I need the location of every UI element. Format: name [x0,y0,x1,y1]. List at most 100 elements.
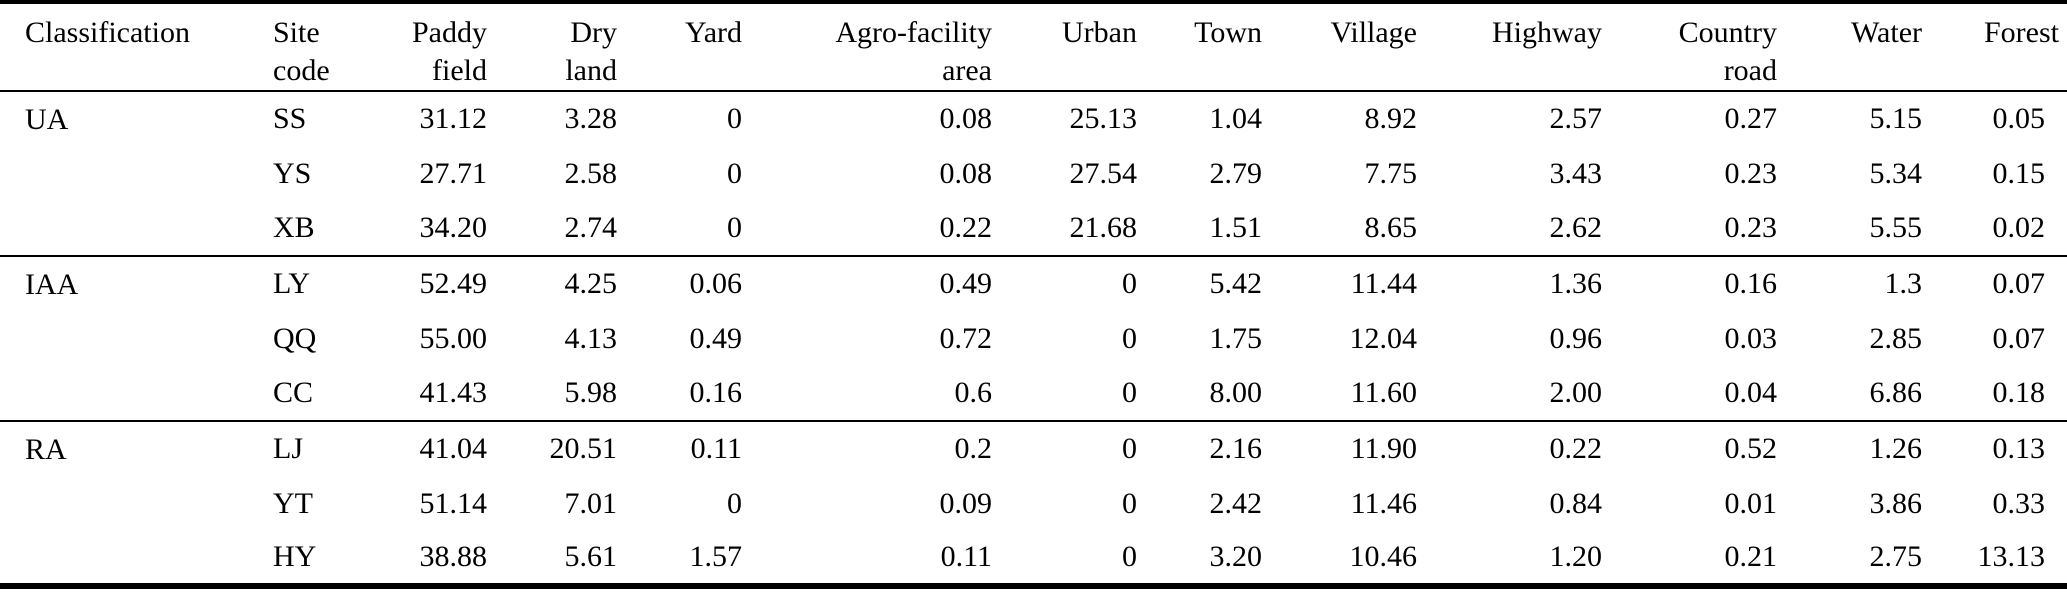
value-cell: 2.58 [564,156,618,190]
value-cell: 2.57 [1549,102,1603,135]
value-cell: 0.07 [1992,267,2046,300]
value-cell: 0 [1122,267,1137,300]
column-header-yard: Yard [625,2,750,92]
column-header-classification: Classification [0,2,265,92]
value-cell: 0.06 [689,267,743,300]
value-cell: 41.43 [419,376,488,409]
site-code-cell: YS [273,156,312,190]
site-code-cell: CC [273,376,314,409]
group-iaa: IAA LY 52.49 4.25 0.06 0.49 0 5.42 11.44 1.36 0.16… [0,256,2067,421]
value-cell: 3.86 [1869,486,1923,520]
header-line: area [942,54,992,87]
site-code-cell: QQ [273,321,317,355]
value-cell: 11.46 [1350,486,1417,520]
value-cell: 0 [1122,321,1137,355]
value-cell: 4.13 [564,321,618,355]
column-header-water: Water [1785,2,1930,92]
value-cell: 5.42 [1209,267,1263,300]
value-cell: 0.6 [954,376,993,409]
value-cell: 0.23 [1724,211,1778,244]
value-cell: 27.71 [419,156,488,190]
value-cell: 34.20 [419,211,488,244]
value-cell: 8.65 [1364,211,1418,244]
value-cell: 0.13 [1992,432,2046,465]
classification-cell: RA [25,433,67,466]
value-cell: 0.07 [1992,321,2046,355]
value-cell: 0.2 [954,432,993,465]
value-cell: 1.04 [1209,102,1263,135]
site-code-cell: HY [273,540,317,573]
value-cell: 0.49 [939,267,993,300]
value-cell: 11.90 [1350,432,1417,465]
value-cell: 3.43 [1549,156,1603,190]
site-code-cell: LY [273,267,310,300]
value-cell: 0 [727,486,742,520]
table-row-ys: YS 27.71 2.58 0 0.08 27.54 2.79 7.75 3.43 0.23 5.3… [0,146,2067,201]
value-cell: 0.11 [940,540,992,573]
value-cell: 2.62 [1549,211,1603,244]
site-code-cell: LJ [273,432,303,465]
value-cell: 0.27 [1724,102,1778,135]
value-cell: 0 [1122,486,1137,520]
value-cell: 55.00 [419,321,488,355]
value-cell: 0.72 [939,321,993,355]
value-cell: 0.22 [1549,432,1603,465]
value-cell: 0.21 [1724,540,1778,573]
value-cell: 0.18 [1992,376,2046,409]
site-code-cell: SS [273,102,307,135]
header-row: Classification Site code Paddy field Dry… [0,2,2067,92]
header-line: code [273,54,330,87]
value-cell: 0 [1122,540,1137,573]
table-row-ss: UA SS 31.12 3.28 0 0.08 25.13 1.04 8.92 2.57 0.27 5… [0,91,2067,146]
header-line: Country [1678,16,1777,49]
header-line: Water [1851,16,1922,49]
value-cell: 0 [1122,376,1137,409]
value-cell: 4.25 [564,267,618,300]
value-cell: 1.3 [1884,267,1923,300]
table-row-xb: XB 34.20 2.74 0 0.22 21.68 1.51 8.65 2.62 0.23 5.5… [0,201,2067,256]
group-ua: UA SS 31.12 3.28 0 0.08 25.13 1.04 8.92 2.57 0.27 5… [0,91,2067,256]
value-cell: 1.26 [1869,432,1923,465]
value-cell: 13.13 [1977,540,2046,573]
value-cell: 3.28 [564,102,618,135]
header-line: Paddy [412,16,487,49]
classification-cell: UA [25,103,69,136]
header-line: Classification [25,16,190,49]
value-cell: 0.11 [690,432,742,465]
column-header-country-road: Country road [1610,2,1785,92]
header-line: Site [273,16,320,49]
header-line: Forest [1984,16,2059,49]
site-code-cell: XB [273,211,315,244]
value-cell: 27.54 [1069,156,1138,190]
table-row-cc: CC 41.43 5.98 0.16 0.6 0 8.00 11.60 2.00 0.04 6.86… [0,366,2067,421]
value-cell: 0.16 [1724,267,1778,300]
value-cell: 12.04 [1349,321,1418,355]
value-cell: 0.01 [1724,486,1778,520]
header-line: Village [1330,16,1418,49]
value-cell: 0.22 [939,211,993,244]
value-cell: 5.61 [564,540,618,573]
value-cell: 0 [727,102,742,135]
value-cell: 38.88 [419,540,488,573]
value-cell: 8.00 [1209,376,1263,409]
value-cell: 1.51 [1209,211,1263,244]
column-header-urban: Urban [1000,2,1145,92]
value-cell: 0 [727,156,742,190]
value-cell: 2.42 [1209,486,1263,520]
table-header: Classification Site code Paddy field Dry… [0,2,2067,92]
value-cell: 52.49 [419,267,488,300]
value-cell: 3.20 [1209,540,1263,573]
value-cell: 2.00 [1549,376,1603,409]
header-line: Agro-facility [835,16,992,49]
value-cell: 8.92 [1364,102,1418,135]
value-cell: 2.74 [564,211,618,244]
value-cell: 7.75 [1364,156,1418,190]
value-cell: 7.01 [564,486,618,520]
value-cell: 0.02 [1992,211,2046,244]
value-cell: 11.60 [1350,376,1417,409]
header-line: Yard [685,16,742,49]
value-cell: 21.68 [1069,211,1138,244]
value-cell: 5.55 [1869,211,1923,244]
classification-cell: IAA [25,268,79,301]
